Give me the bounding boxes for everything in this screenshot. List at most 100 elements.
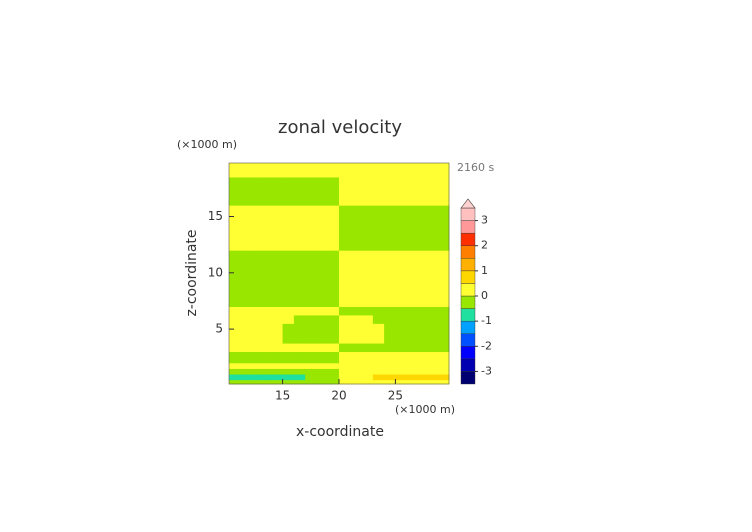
contour-cell	[260, 351, 272, 364]
contour-cell	[237, 227, 250, 251]
contour-cell	[395, 343, 408, 353]
contour-cell	[361, 315, 374, 324]
contour-cell	[237, 343, 250, 353]
contour-cell	[260, 205, 272, 229]
contour-cell	[406, 306, 419, 316]
contour-cell	[327, 205, 340, 229]
contour-cell	[316, 343, 329, 353]
contour-cell	[260, 368, 272, 375]
contour-cell	[395, 315, 408, 324]
contour-cell	[440, 250, 450, 262]
contour-cell	[316, 323, 329, 336]
contour-cell	[406, 379, 419, 385]
contour-cell	[339, 351, 351, 364]
contour-cell	[316, 272, 329, 285]
contour-cell	[271, 250, 283, 262]
contour-cell	[229, 163, 238, 178]
contour-cell	[361, 250, 374, 262]
contour-cell	[316, 295, 329, 307]
contour-cell	[305, 250, 317, 262]
contour-cell	[260, 306, 272, 316]
time-label: 2160 s	[457, 161, 494, 174]
contour-cell	[260, 250, 272, 262]
contour-cell	[361, 177, 374, 206]
contour-cell	[282, 284, 295, 296]
contour-cell	[395, 295, 408, 307]
contour-cell	[271, 334, 283, 344]
contour-cell	[305, 205, 317, 229]
contour-cell	[361, 272, 374, 285]
contour-cell	[361, 284, 374, 296]
contour-cell	[350, 177, 362, 206]
contour-cell	[350, 343, 362, 353]
contour-cell	[361, 334, 374, 344]
contour-cell	[429, 323, 441, 336]
contour-cell	[229, 362, 238, 369]
contour-cell	[339, 205, 351, 229]
contour-cell	[282, 272, 295, 285]
contour-cell	[271, 261, 283, 274]
contour-cell	[395, 272, 408, 285]
contour-cell	[440, 284, 450, 296]
contour-cell	[417, 323, 430, 336]
contour-cell	[316, 163, 329, 178]
contour-cell	[237, 374, 250, 381]
contour-cell	[339, 272, 351, 285]
contour-cell	[316, 284, 329, 296]
contour-cell	[248, 250, 261, 262]
contour-cell	[440, 261, 450, 274]
contour-cell	[316, 261, 329, 274]
contour-cell	[384, 227, 396, 251]
contour-cell	[440, 272, 450, 285]
x-tick-label: 25	[388, 389, 403, 403]
contour-cell	[248, 362, 261, 369]
contour-cell	[293, 343, 306, 353]
contour-cell	[361, 227, 374, 251]
contour-cell	[260, 163, 272, 178]
contour-cell	[282, 343, 295, 353]
contour-cell	[305, 368, 317, 375]
contour-cell	[305, 177, 317, 206]
contour-cell	[248, 379, 261, 385]
contour-cell	[237, 177, 250, 206]
contour-cell	[248, 163, 261, 178]
contour-cell	[282, 261, 295, 274]
contour-cell	[339, 374, 351, 381]
contour-cell	[260, 177, 272, 206]
contour-cell	[350, 379, 362, 385]
contour-cell	[316, 351, 329, 364]
contour-cell	[316, 250, 329, 262]
contour-cell	[440, 379, 450, 385]
contour-cell	[350, 295, 362, 307]
contour-cell	[361, 205, 374, 229]
contour-cell	[248, 351, 261, 364]
contour-cell	[260, 334, 272, 344]
contour-cell	[417, 250, 430, 262]
contour-cell	[372, 261, 385, 274]
contour-cell	[237, 295, 250, 307]
contour-cell	[429, 334, 441, 344]
contour-cell	[384, 261, 396, 274]
colorbar-tick-label: -1	[481, 314, 492, 327]
contour-cell	[361, 362, 374, 369]
contour-cell	[237, 205, 250, 229]
contour-cell	[350, 368, 362, 375]
contour-cell	[395, 284, 408, 296]
contour-cell	[406, 315, 419, 324]
contour-cell	[339, 362, 351, 369]
contour-cell	[406, 227, 419, 251]
contour-cell	[350, 250, 362, 262]
contour-cell	[293, 284, 306, 296]
y-unit: (×1000 m)	[177, 138, 237, 151]
contour-cell	[372, 323, 385, 336]
contour-cell	[282, 315, 295, 324]
contour-cell	[429, 295, 441, 307]
contour-cell	[372, 362, 385, 369]
contour-cell	[271, 315, 283, 324]
contour-cell	[229, 227, 238, 251]
contour-cell	[339, 177, 351, 206]
colorbar-tick-label: 2	[481, 239, 488, 252]
contour-cell	[316, 334, 329, 344]
contour-cell	[293, 379, 306, 385]
